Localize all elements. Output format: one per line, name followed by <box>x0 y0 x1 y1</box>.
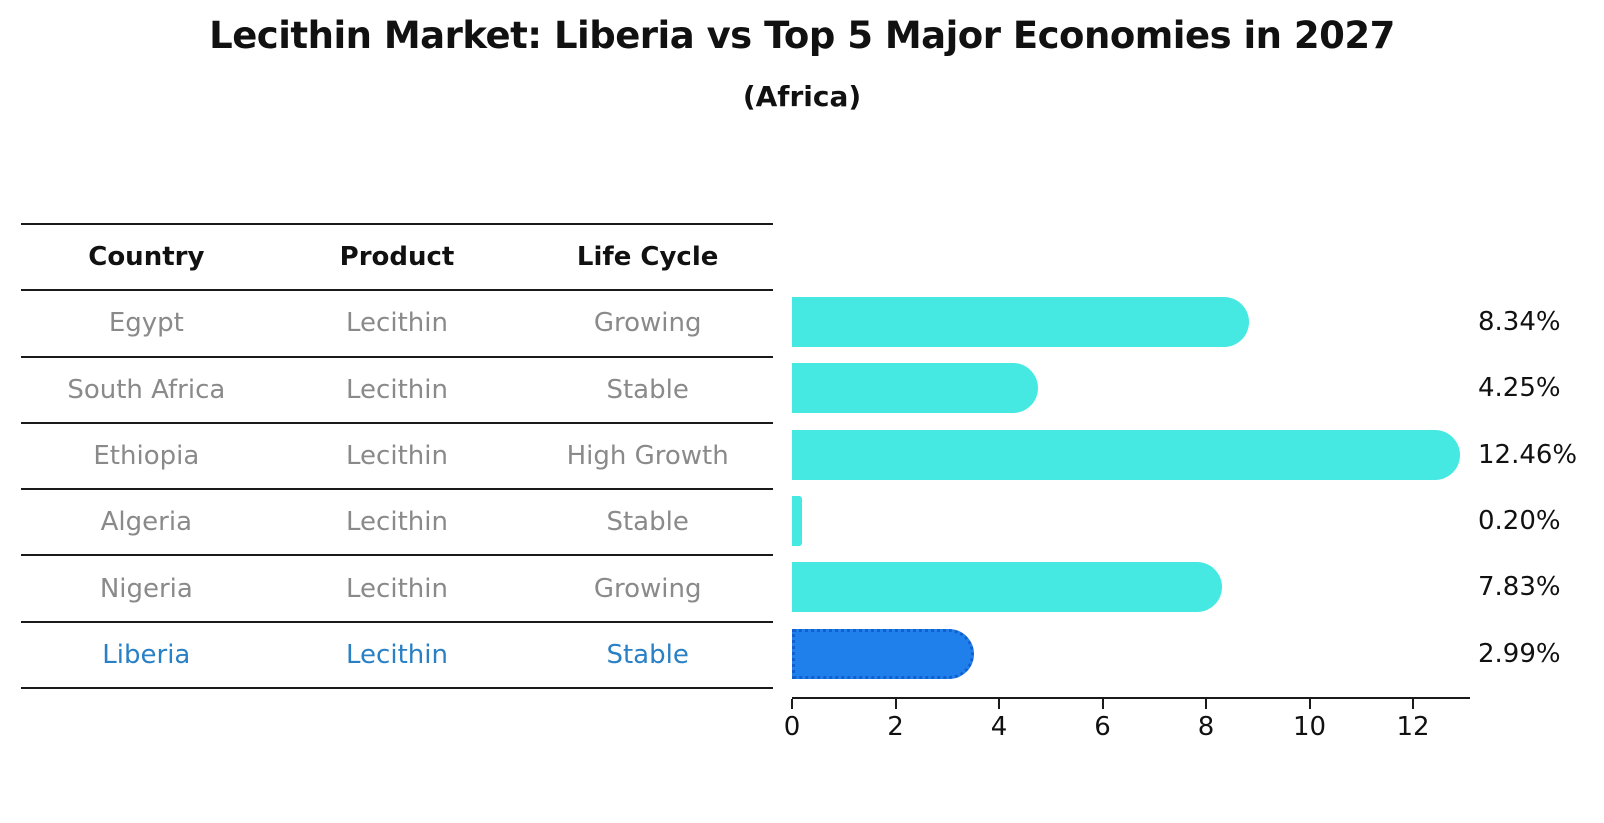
cell-product: Lecithin <box>346 507 448 538</box>
bar <box>792 429 1461 480</box>
cell-life-cycle: Stable <box>606 507 689 538</box>
cell-country: Liberia <box>102 639 191 670</box>
cell-country: South Africa <box>67 374 226 405</box>
table-row: Liberia Lecithin Stable <box>21 623 773 690</box>
column-header-life-cycle: Life Cycle <box>576 242 719 273</box>
cell-country: Egypt <box>108 308 184 339</box>
chart-title: Lecithin Market: Liberia vs Top 5 Major … <box>209 14 1395 57</box>
cell-product: Lecithin <box>346 639 448 670</box>
cell-product: Lecithin <box>346 573 448 604</box>
country-table: Country Product Life Cycle Egypt Lecithin… <box>21 223 773 690</box>
cell-life-cycle: Stable <box>606 639 689 670</box>
value-label: 0.20% <box>1478 506 1561 537</box>
cell-product: Lecithin <box>346 374 448 405</box>
x-axis-line <box>792 697 1470 699</box>
table-row: Nigeria Lecithin Growing <box>21 556 773 623</box>
cell-country: Algeria <box>100 507 192 538</box>
cell-life-cycle: Stable <box>606 374 689 405</box>
column-header-country: Country <box>88 242 205 273</box>
cell-product: Lecithin <box>346 441 448 472</box>
x-axis-tick <box>998 699 1000 709</box>
table-body: Egypt Lecithin Growing South Africa Lecithin… <box>21 291 773 690</box>
table-header-row: Country Product Life Cycle <box>21 225 773 292</box>
cell-life-cycle: Growing <box>593 308 702 339</box>
x-axis-tick-label: 10 <box>1292 712 1327 742</box>
chart-subtitle: (Africa) <box>742 80 862 113</box>
x-axis-tick-label: 0 <box>783 712 801 742</box>
value-label: 7.83% <box>1478 572 1561 603</box>
table-row: Egypt Lecithin Growing <box>21 291 773 358</box>
value-label: 4.25% <box>1478 373 1561 404</box>
value-label: 12.46% <box>1478 439 1578 470</box>
x-axis-tick <box>1412 699 1414 709</box>
x-axis-tick-label: 2 <box>887 712 904 742</box>
cell-product: Lecithin <box>346 308 448 339</box>
x-axis-tick <box>1205 699 1207 709</box>
x-axis-tick-label: 12 <box>1396 712 1430 742</box>
bar <box>792 363 1039 414</box>
bar <box>792 496 803 547</box>
bar <box>792 562 1223 613</box>
column-header-product: Product <box>339 242 455 273</box>
cell-country: Nigeria <box>99 573 193 604</box>
table-row: Algeria Lecithin Stable <box>21 490 773 557</box>
x-axis-tick-label: 4 <box>990 712 1008 742</box>
bar <box>792 297 1249 348</box>
cell-life-cycle: High Growth <box>566 441 729 472</box>
value-label: 2.99% <box>1478 638 1561 669</box>
value-label: 8.34% <box>1478 307 1561 338</box>
x-axis-tick <box>1101 699 1104 709</box>
cell-life-cycle: Growing <box>593 573 702 604</box>
x-axis-tick-label: 6 <box>1094 712 1111 742</box>
table-row: South Africa Lecithin Stable <box>21 358 773 424</box>
x-axis-tick-label: 8 <box>1197 712 1215 742</box>
x-axis-tick <box>791 699 793 709</box>
x-axis-tick <box>894 699 897 709</box>
cell-country: Ethiopia <box>93 441 200 472</box>
x-axis-tick <box>1308 699 1311 709</box>
table-row: Ethiopia Lecithin High Growth <box>21 424 773 491</box>
bar-highlighted <box>792 628 974 679</box>
